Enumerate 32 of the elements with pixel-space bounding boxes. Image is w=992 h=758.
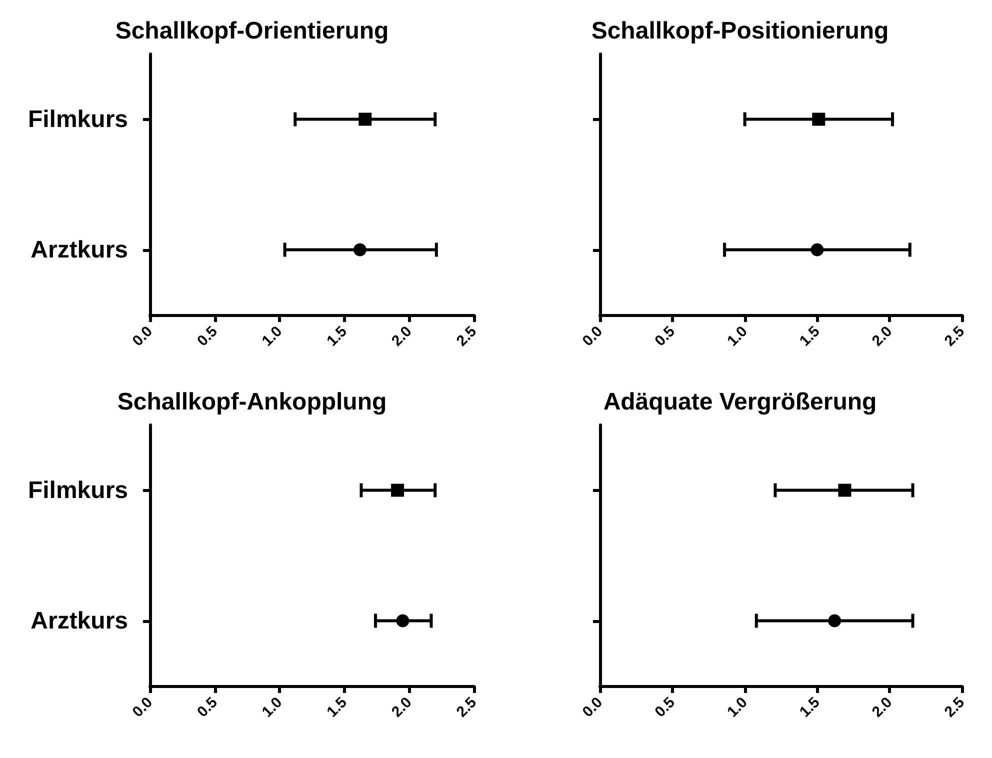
- x-tick-label: 1.5: [796, 694, 824, 721]
- chart-title: Schallkopf-Positionierung: [591, 18, 889, 44]
- chart-title: Schallkopf-Ankopplung: [117, 388, 387, 416]
- chart-title: Schallkopf-Orientierung: [115, 18, 389, 44]
- x-tick-label: 1.0: [724, 694, 751, 721]
- x-tick-label: 2.0: [868, 694, 896, 721]
- x-tick-label: 2.5: [453, 322, 480, 350]
- y-tick-label: Arztkurs: [30, 236, 128, 264]
- x-tick-label: 2.5: [941, 694, 968, 721]
- x-tick-label: 2.0: [388, 694, 416, 721]
- x-tick-label: 0.0: [579, 322, 606, 350]
- x-tick-label: 0.0: [129, 322, 156, 350]
- x-tick-label: 0.0: [129, 694, 156, 721]
- x-tick-label: 2.0: [388, 322, 416, 350]
- x-tick-label: 1.0: [258, 694, 286, 721]
- x-tick-label: 1.5: [796, 322, 824, 350]
- x-tick-label: 0.0: [579, 694, 606, 721]
- x-tick-label: 1.0: [724, 322, 751, 350]
- x-tick-label: 2.0: [868, 322, 896, 350]
- x-tick-label: 0.5: [194, 322, 221, 350]
- x-tick-label: 0.5: [194, 694, 221, 721]
- x-tick-label: 0.5: [652, 694, 678, 721]
- x-tick-label: 1.0: [258, 322, 286, 350]
- x-tick-label: 1.5: [324, 322, 350, 350]
- x-tick-label: 2.5: [453, 694, 480, 721]
- y-tick-label: Filmkurs: [28, 476, 128, 504]
- y-tick-label: Filmkurs: [28, 106, 128, 133]
- chart-title: Adäquate Vergrößerung: [603, 388, 877, 416]
- y-tick-label: Arztkurs: [30, 607, 128, 634]
- x-tick-label: 2.5: [941, 322, 968, 350]
- x-tick-label: 0.5: [652, 322, 678, 350]
- x-tick-label: 1.5: [324, 694, 350, 721]
